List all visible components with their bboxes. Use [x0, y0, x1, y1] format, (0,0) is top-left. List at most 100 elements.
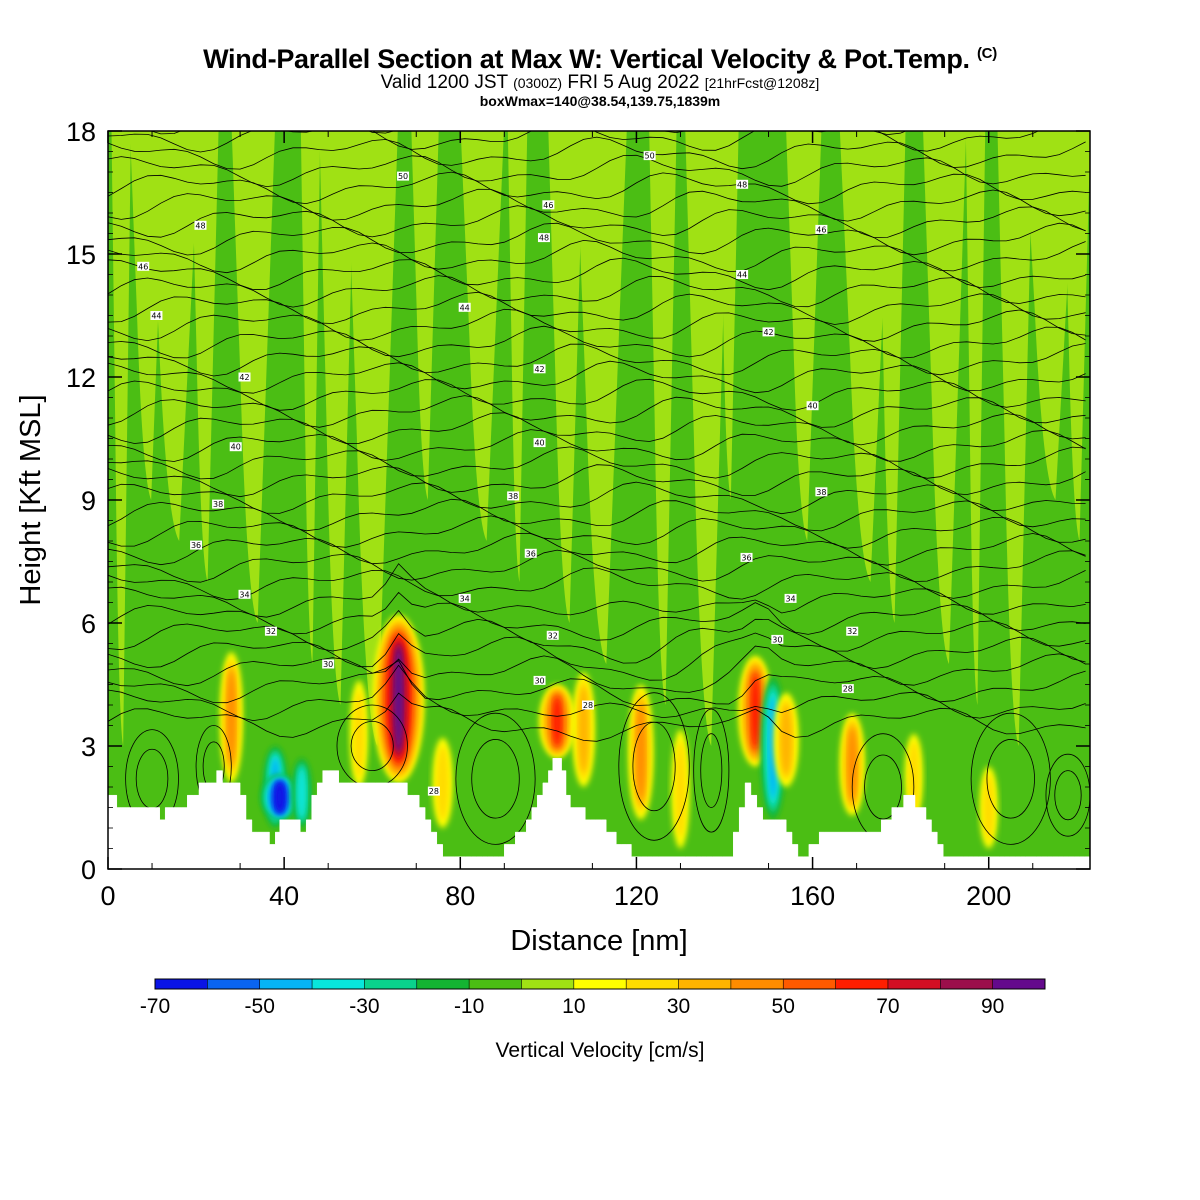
- field-band: [507, 131, 528, 582]
- theta-closed-contour: [471, 739, 520, 819]
- theta-label: 50: [397, 171, 410, 181]
- colorbar-swatch: [992, 979, 1046, 989]
- theta-label-text: 44: [151, 312, 161, 321]
- theta-label-text: 32: [548, 631, 558, 640]
- colorbar-swatch: [312, 979, 365, 989]
- colorbar-tick-label: 10: [562, 995, 585, 1018]
- w-cell-ring: [552, 697, 562, 746]
- field-band: [923, 131, 967, 664]
- theta-label-box: [533, 364, 546, 374]
- y-tick-label: 12: [66, 363, 96, 393]
- theta-label-text: 30: [772, 635, 782, 644]
- theta-label-text: 36: [191, 541, 201, 550]
- theta-label-box: [533, 438, 546, 448]
- theta-contour: [108, 34, 1086, 66]
- field-band: [1063, 131, 1090, 541]
- theta-label-text: 38: [816, 488, 826, 497]
- theta-contour: [108, 645, 1086, 693]
- colorbar-swatch: [416, 979, 470, 989]
- x-tick-label: 200: [966, 881, 1011, 911]
- colorbar: -70 -50 -30 -10 10 30 50 70 90 Vertical Velocity …: [140, 978, 1046, 1062]
- theta-label-box: [190, 540, 203, 550]
- colorbar-swatch: [364, 979, 418, 989]
- theta-contour: [108, 171, 1086, 205]
- theta-label-box: [533, 675, 546, 685]
- theta-contour: [108, 360, 1086, 394]
- w-cell: [539, 684, 576, 759]
- field-band: [685, 131, 729, 746]
- colorbar-tick-label: 30: [667, 995, 690, 1018]
- theta-label-box: [458, 302, 471, 312]
- theta-closed-contour: [970, 712, 1051, 845]
- field-band: [1024, 131, 1076, 500]
- title-text: Wind-Parallel Section at Max W: Vertical…: [203, 44, 970, 74]
- field-band: [997, 131, 1033, 746]
- field-band: [148, 131, 200, 541]
- theta-label-text: 38: [213, 500, 223, 509]
- field-band: [346, 131, 398, 746]
- y-tick-label: 0: [81, 855, 96, 885]
- theta-contour: [108, 131, 1040, 153]
- theta-label: 36: [524, 548, 537, 558]
- theta-contour: [108, 412, 1086, 446]
- theta-contour: [108, 659, 1086, 706]
- theta-label-box: [238, 372, 251, 382]
- theta-label-box: [736, 270, 749, 279]
- theta-label-text: 36: [741, 553, 751, 562]
- theta-label-text: 28: [843, 685, 853, 694]
- theta-label-box: [322, 659, 335, 669]
- valid-date: FRI 5 Aug 2022: [567, 72, 700, 93]
- theta-label-box: [762, 327, 775, 337]
- valid-utc: (0300Z): [513, 75, 563, 91]
- theta-label-text: 44: [737, 271, 747, 280]
- y-tick-label: 18: [66, 117, 96, 147]
- theta-contour: [108, 378, 1086, 411]
- theta-contours: [108, 34, 1086, 742]
- w-cell-ring: [848, 728, 857, 801]
- theta-label: 46: [542, 200, 555, 210]
- y-tick-label: 9: [81, 486, 96, 516]
- valid-time: Valid 1200 JST: [380, 72, 508, 93]
- w-cell: [671, 729, 690, 849]
- w-cell-ring: [436, 745, 449, 820]
- theta-label-box: [150, 311, 163, 320]
- theta-label: 48: [537, 233, 550, 243]
- x-tick-label: 160: [790, 881, 835, 911]
- theta-label: 44: [150, 311, 163, 321]
- w-cell-ring: [353, 689, 365, 778]
- x-tick-label: 80: [445, 881, 475, 911]
- theta-label-box: [784, 593, 797, 603]
- box-info: boxWmax=140@38.54,139.75,1839m: [479, 93, 721, 109]
- theta-label-text: 32: [266, 627, 276, 636]
- theta-label-text: 34: [460, 594, 470, 603]
- theta-contour: [108, 632, 1086, 681]
- theta-contour: [108, 308, 1086, 342]
- theta-contour: [108, 325, 1086, 359]
- chart-title: Wind-Parallel Section at Max W: Vertical…: [0, 44, 1200, 75]
- copyright-mark: (C): [976, 45, 997, 62]
- colorbar-swatch: [259, 979, 313, 989]
- theta-label: 32: [264, 626, 277, 636]
- colorbar-tick-label: -50: [245, 995, 275, 1018]
- theta-contour: [108, 591, 1086, 641]
- theta-label-box: [238, 589, 251, 599]
- w-cell-ring: [227, 671, 236, 764]
- colorbar-frame: [154, 978, 1046, 990]
- theta-contour: [108, 343, 1086, 377]
- colorbar-tick-label: -70: [140, 995, 170, 1018]
- x-axis-label: Distance [nm]: [510, 925, 687, 957]
- theta-contour: [108, 446, 1086, 480]
- theta-label-box: [841, 684, 854, 694]
- theta-label-text: 48: [737, 180, 747, 189]
- field-band: [575, 131, 627, 664]
- theta-label-box: [740, 552, 753, 562]
- theta-label-box: [815, 224, 828, 234]
- colorbar-swatch: [940, 979, 994, 989]
- theta-closed-contour: [700, 733, 723, 808]
- theta-label-text: 46: [138, 262, 148, 271]
- colorbar-tick-label: 70: [876, 995, 899, 1018]
- terrain: [108, 758, 1090, 869]
- theta-label: 40: [229, 442, 242, 452]
- forecast-info: [21hrFcst@1208z]: [704, 75, 820, 91]
